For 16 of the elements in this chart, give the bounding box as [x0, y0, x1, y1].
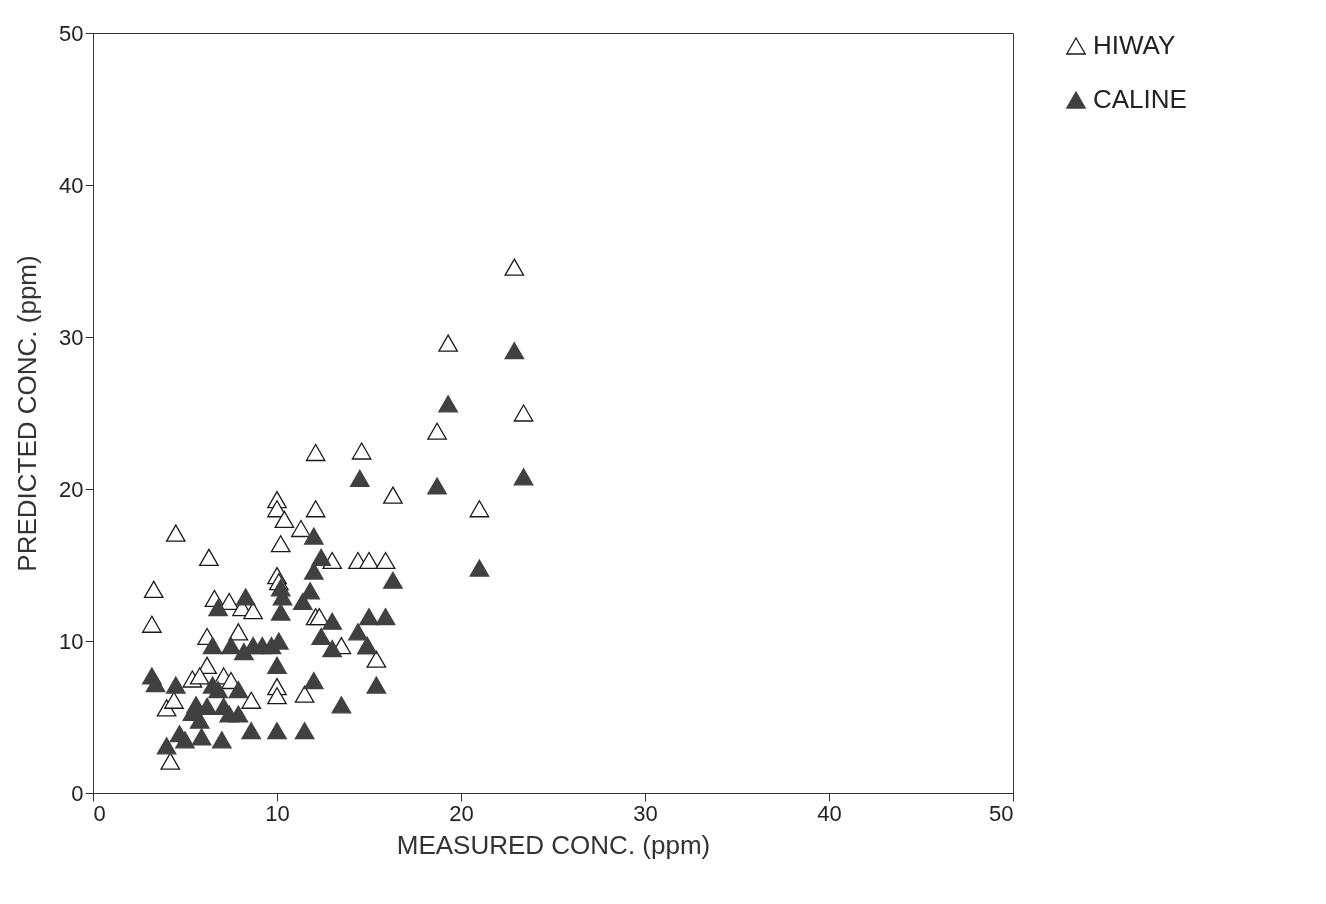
y-tick-label: 30 [59, 324, 84, 350]
y-tick-label: 10 [59, 628, 84, 654]
legend-label: CALINE [1093, 84, 1187, 114]
y-tick-label: 0 [71, 780, 84, 806]
x-tick-label: 30 [633, 800, 658, 826]
x-tick-label: 40 [817, 800, 842, 826]
x-tick-label: 20 [449, 800, 474, 826]
x-tick-label: 0 [93, 800, 106, 826]
legend-label: HIWAY [1093, 30, 1176, 60]
y-tick-label: 50 [59, 20, 84, 46]
x-axis-title: MEASURED CONC. (ppm) [396, 829, 711, 860]
y-tick-label: 40 [59, 172, 84, 198]
x-tick-label: 10 [265, 800, 290, 826]
y-tick-label: 20 [59, 476, 84, 502]
y-axis-title: PREDICTED CONC. (ppm) [12, 255, 43, 572]
x-tick-label: 50 [989, 800, 1014, 826]
